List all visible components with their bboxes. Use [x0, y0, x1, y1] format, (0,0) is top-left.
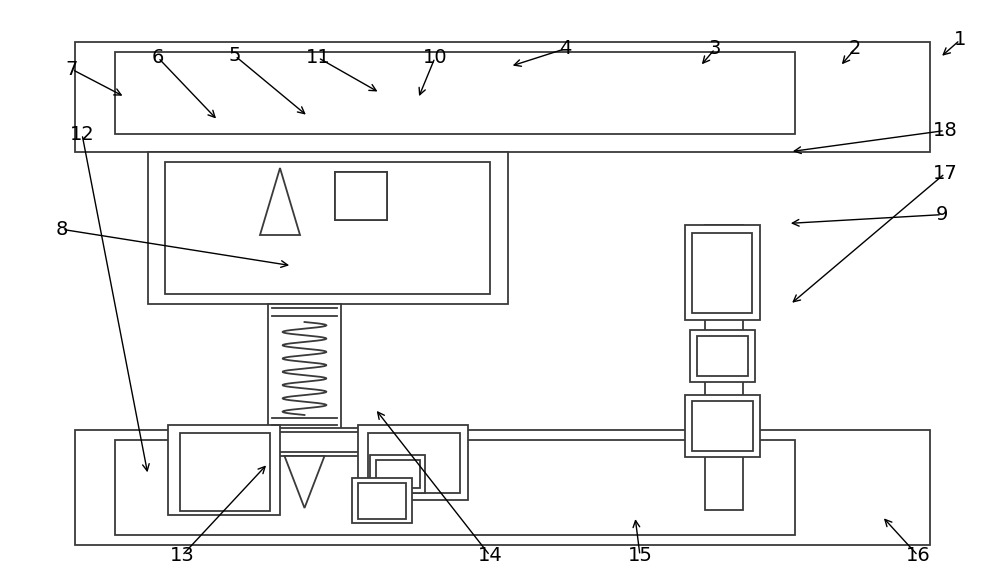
- Bar: [376, 460, 420, 488]
- Bar: [75, 430, 930, 545]
- Text: 3: 3: [709, 39, 721, 58]
- Bar: [165, 162, 490, 294]
- Text: 12: 12: [70, 125, 94, 143]
- Bar: [268, 304, 341, 432]
- Bar: [358, 425, 468, 500]
- Text: 4: 4: [559, 39, 571, 58]
- Bar: [685, 395, 760, 457]
- Bar: [242, 428, 377, 456]
- Text: 13: 13: [170, 546, 194, 565]
- Text: 5: 5: [229, 46, 241, 65]
- Bar: [335, 172, 387, 220]
- Bar: [697, 336, 748, 376]
- Bar: [692, 233, 752, 313]
- Text: 9: 9: [936, 205, 948, 224]
- Text: 7: 7: [66, 60, 78, 79]
- Text: 18: 18: [933, 121, 957, 140]
- Bar: [180, 433, 270, 511]
- Text: 6: 6: [152, 48, 164, 67]
- Bar: [115, 52, 795, 134]
- Text: 11: 11: [306, 48, 330, 67]
- Text: 8: 8: [56, 220, 68, 239]
- Text: 15: 15: [628, 546, 652, 565]
- Polygon shape: [285, 456, 324, 508]
- Text: 17: 17: [933, 164, 957, 183]
- Bar: [368, 433, 460, 493]
- Bar: [375, 432, 417, 492]
- Bar: [75, 42, 930, 152]
- Bar: [148, 152, 508, 304]
- Bar: [168, 425, 280, 515]
- Text: 1: 1: [954, 31, 966, 49]
- Bar: [335, 172, 387, 220]
- Bar: [685, 225, 760, 320]
- Bar: [370, 455, 425, 493]
- Bar: [705, 225, 743, 510]
- Text: 16: 16: [906, 546, 930, 565]
- Bar: [202, 432, 244, 507]
- Bar: [358, 483, 406, 519]
- Text: 10: 10: [423, 48, 447, 67]
- Text: 2: 2: [849, 39, 861, 58]
- Bar: [115, 440, 795, 535]
- Bar: [692, 401, 753, 451]
- Bar: [202, 432, 244, 507]
- Text: 14: 14: [478, 546, 502, 565]
- Polygon shape: [260, 168, 300, 235]
- Bar: [690, 330, 755, 382]
- Bar: [375, 432, 417, 492]
- Bar: [252, 432, 367, 452]
- Bar: [352, 478, 412, 523]
